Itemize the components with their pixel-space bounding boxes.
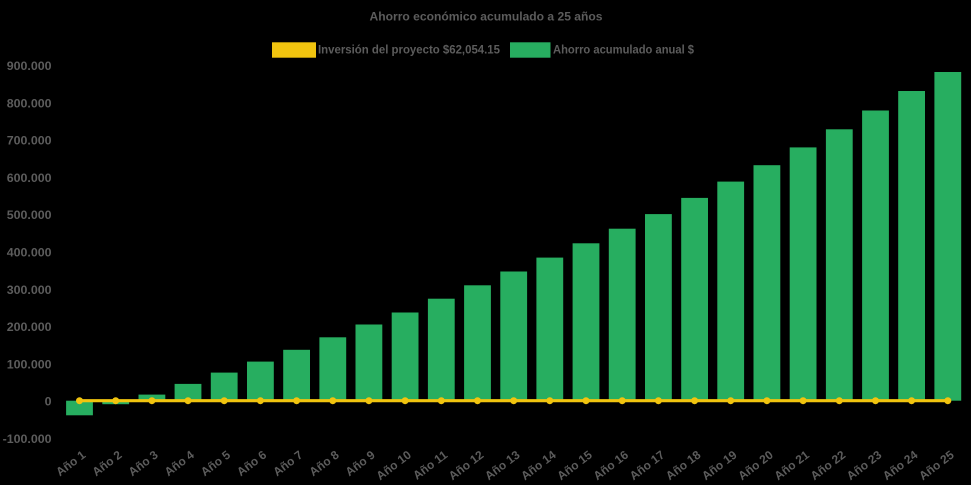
svg-text:400.000: 400.000 (7, 246, 52, 260)
svg-text:800.000: 800.000 (7, 96, 52, 110)
svg-text:Inversión del proyecto $62,054: Inversión del proyecto $62,054.15 (318, 43, 500, 57)
svg-text:700.000: 700.000 (7, 134, 52, 148)
svg-text:900.000: 900.000 (7, 59, 52, 73)
svg-text:Ahorro económico acumulado a 2: Ahorro económico acumulado a 25 años (370, 11, 603, 23)
svg-text:-100.000: -100.000 (3, 432, 52, 446)
svg-text:500.000: 500.000 (7, 208, 52, 222)
svg-text:100.000: 100.000 (7, 357, 52, 371)
svg-text:0: 0 (45, 395, 52, 409)
svg-text:600.000: 600.000 (7, 171, 52, 185)
svg-text:200.000: 200.000 (7, 320, 52, 334)
svg-text:Ahorro acumulado anual $: Ahorro acumulado anual $ (553, 43, 694, 57)
svg-text:300.000: 300.000 (7, 283, 52, 297)
